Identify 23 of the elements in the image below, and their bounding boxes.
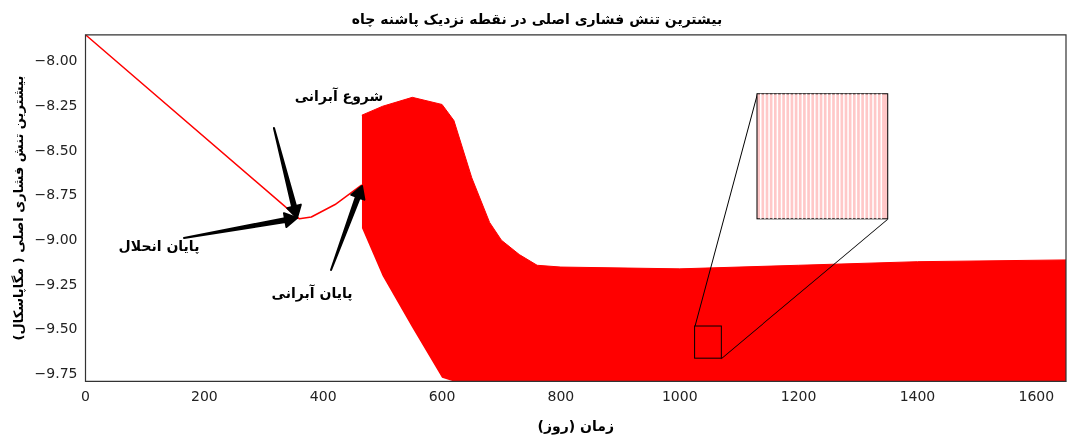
y-tick-label: −8.00 xyxy=(34,52,78,69)
x-axis-title: زمان (روز) xyxy=(537,418,614,436)
x-tick-label: 600 xyxy=(428,388,456,405)
annotation: پایان آبرانی xyxy=(271,283,353,302)
y-tick-label: −8.75 xyxy=(34,186,78,203)
x-tick-label: 1200 xyxy=(780,388,817,405)
x-tick-label: 800 xyxy=(547,388,575,405)
x-tick-label: 1400 xyxy=(899,388,936,405)
x-tick-label: 1600 xyxy=(1018,388,1055,405)
y-tick-label: −8.50 xyxy=(34,141,78,158)
y-tick-label: −9.50 xyxy=(34,320,78,337)
y-tick-label: −9.25 xyxy=(34,275,78,292)
x-tick-label: 200 xyxy=(190,388,218,405)
y-tick-label: −8.25 xyxy=(34,96,78,113)
y-tick-label: −9.75 xyxy=(34,364,78,381)
annotation: شروع آبرانی xyxy=(294,86,384,105)
x-tick-label: 0 xyxy=(81,388,90,405)
x-tick-label: 1000 xyxy=(661,388,698,405)
x-tick-label: 400 xyxy=(309,388,337,405)
y-axis-title: بیشترین تنش فشاری اصلی ( مگاپاسکال) xyxy=(11,75,27,341)
chart-title: بیشترین تنش فشاری اصلی در نقطه نزدیک پاشنه چاه xyxy=(351,11,723,29)
y-tick-label: −9.00 xyxy=(34,230,78,247)
annotation: پایان انحلال xyxy=(118,237,200,255)
